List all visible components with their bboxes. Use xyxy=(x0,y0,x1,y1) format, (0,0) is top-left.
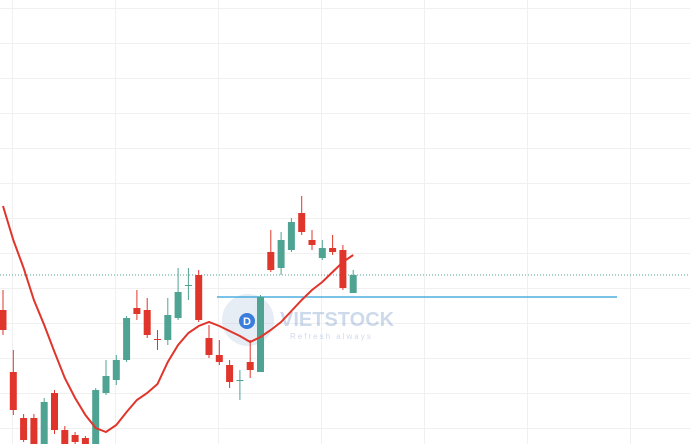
candle-body xyxy=(308,240,316,245)
candle-body xyxy=(143,310,151,335)
candle-body xyxy=(0,310,7,330)
watermark-text: VIETSTOCK xyxy=(280,309,395,331)
candle-body xyxy=(51,393,58,430)
candle-body xyxy=(164,315,172,340)
candle-body xyxy=(133,308,141,314)
candle-body xyxy=(226,365,234,382)
candle-body xyxy=(318,248,326,258)
candle-body xyxy=(257,297,264,372)
candle-body xyxy=(30,418,38,444)
candle-body xyxy=(102,376,110,393)
candle-body xyxy=(205,338,213,355)
candle-body xyxy=(123,318,131,360)
candle-body xyxy=(277,240,285,268)
candle-body xyxy=(339,250,347,288)
watermark-subtitle: Refresh always xyxy=(290,332,373,341)
moving-average-line xyxy=(2,205,354,434)
candle-body xyxy=(329,248,337,252)
candle-body xyxy=(92,390,100,444)
candle-body xyxy=(195,275,203,320)
candle-body xyxy=(61,430,69,444)
candle-body xyxy=(184,285,192,286)
badge-label: D xyxy=(243,316,251,328)
badge-circle xyxy=(239,313,255,329)
candle-body xyxy=(236,380,244,381)
candle-body xyxy=(246,362,254,370)
candle-body xyxy=(267,252,275,270)
candle-body xyxy=(174,292,182,318)
candle-body xyxy=(81,438,89,444)
candle-body xyxy=(215,355,223,362)
candle-body xyxy=(112,360,120,380)
candle-body xyxy=(154,339,161,340)
candle-body xyxy=(20,418,28,440)
candle-body xyxy=(349,275,357,293)
candle-body xyxy=(71,435,79,442)
candle-body xyxy=(40,402,48,444)
candle-body xyxy=(298,213,306,232)
candle-body xyxy=(287,222,295,250)
candle-body xyxy=(9,372,17,410)
